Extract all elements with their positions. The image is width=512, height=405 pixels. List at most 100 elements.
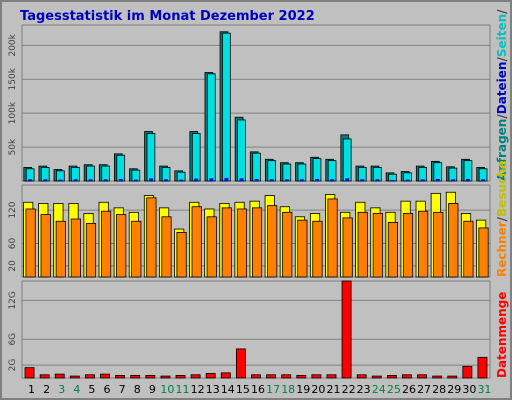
middle-panel: 20 60 120 bbox=[8, 184, 491, 278]
dateien-bar bbox=[116, 154, 126, 182]
middle-ytick-label: 120 bbox=[8, 201, 18, 218]
legend-entry: / bbox=[495, 114, 509, 119]
x-tick-day-label: 9 bbox=[149, 383, 156, 396]
dateien-bar bbox=[418, 167, 427, 182]
x-tick-day-label: 2 bbox=[43, 383, 50, 396]
legend-entry: Rechner bbox=[495, 221, 509, 277]
datenmenge-bar bbox=[311, 374, 322, 379]
bottom-panel: 2G 6G 12G bbox=[8, 280, 491, 379]
datenmenge-bar bbox=[235, 348, 246, 379]
datenmenge-bar bbox=[130, 375, 141, 379]
datenmenge-bar bbox=[447, 375, 458, 379]
datenmenge-bar bbox=[371, 375, 382, 379]
seiten-bar bbox=[179, 179, 184, 181]
datenmenge-bar bbox=[386, 375, 397, 379]
chart-panels: 50k 100k 150k 200k 20 60 120 2G 6G 12G bbox=[8, 24, 491, 379]
rechner-bar bbox=[448, 202, 459, 278]
rechner-bar bbox=[176, 231, 187, 278]
rechner-bar bbox=[206, 216, 217, 278]
x-tick-day-label: 31 bbox=[477, 383, 491, 396]
legend-entry: / bbox=[495, 216, 509, 221]
seiten-bar bbox=[224, 177, 229, 181]
dateien-bar bbox=[448, 167, 458, 182]
legend-entry: Besuche bbox=[495, 160, 509, 217]
rechner-bar bbox=[40, 214, 51, 278]
seiten-bar bbox=[88, 179, 93, 181]
datenmenge-bar bbox=[417, 374, 427, 379]
seiten-bar bbox=[239, 178, 244, 181]
seiten-bar bbox=[254, 178, 259, 181]
datenmenge-bar bbox=[281, 374, 292, 379]
datenmenge-bar bbox=[160, 375, 171, 379]
x-tick-day-label: 22 bbox=[342, 383, 356, 396]
datenmenge-bar bbox=[39, 374, 50, 379]
dateien-bar bbox=[237, 119, 246, 182]
rechner-bar bbox=[146, 197, 157, 278]
x-tick-day-label: 29 bbox=[447, 383, 461, 396]
seiten-bar bbox=[118, 178, 123, 181]
datenmenge-bar bbox=[432, 375, 443, 379]
seiten-bar bbox=[28, 179, 33, 181]
rechner-bar bbox=[101, 210, 112, 278]
rechner-bar bbox=[433, 211, 444, 278]
seiten-bar bbox=[73, 179, 78, 181]
x-tick-day-label: 15 bbox=[236, 383, 250, 396]
chart-title: Tagesstatistik im Monat Dezember 2022 bbox=[20, 9, 315, 24]
datenmenge-bar bbox=[205, 373, 216, 379]
x-tick-day-label: 16 bbox=[251, 383, 265, 396]
seiten-bar bbox=[269, 179, 274, 181]
rechner-bar bbox=[342, 217, 353, 278]
rechner-bar bbox=[402, 213, 414, 278]
bottom-ytick-label: 6G bbox=[8, 333, 18, 346]
rechner-bar bbox=[267, 205, 278, 278]
datenmenge-bar bbox=[341, 280, 352, 379]
rechner-bar bbox=[85, 223, 97, 278]
rechner-bar bbox=[282, 211, 293, 278]
rechner-bar bbox=[116, 214, 127, 278]
x-tick-day-label: 19 bbox=[296, 383, 310, 396]
legend-entry: / bbox=[495, 57, 509, 62]
rechner-bar bbox=[463, 220, 474, 278]
x-tick-day-label: 5 bbox=[88, 383, 95, 396]
rechner-bar bbox=[357, 211, 368, 278]
dateien-bar bbox=[373, 167, 382, 182]
bottom-ytick-label: 2G bbox=[8, 359, 18, 372]
dateien-bar bbox=[342, 138, 352, 182]
rechner-bar bbox=[327, 198, 338, 278]
dateien-bar bbox=[478, 168, 488, 182]
seiten-bar bbox=[465, 178, 470, 181]
legend-entry: Anfragen bbox=[495, 119, 509, 181]
seiten-bar bbox=[345, 178, 350, 181]
seiten-bar bbox=[360, 179, 365, 181]
rechner-bar bbox=[131, 220, 142, 278]
middle-ytick-label: 60 bbox=[8, 238, 18, 250]
rechner-bar bbox=[387, 221, 399, 278]
middle-ytick-label: 20 bbox=[8, 260, 18, 272]
seiten-bar bbox=[315, 178, 319, 181]
x-tick-day-label: 12 bbox=[191, 383, 205, 396]
seiten-bar bbox=[133, 179, 138, 181]
dateien-bar bbox=[161, 167, 171, 182]
dateien-bar bbox=[327, 160, 337, 182]
datenmenge-bar bbox=[100, 373, 110, 379]
dateien-bar bbox=[433, 162, 443, 182]
datenmenge-bar bbox=[462, 365, 473, 379]
top-ytick-label: 100k bbox=[8, 101, 18, 124]
dateien-bar bbox=[25, 168, 35, 182]
legend-entry: / bbox=[495, 9, 509, 14]
rechner-bar bbox=[25, 208, 36, 278]
seiten-bar bbox=[375, 179, 380, 181]
seiten-bar bbox=[405, 179, 410, 181]
dateien-bar bbox=[86, 165, 95, 182]
seiten-bar bbox=[390, 179, 395, 181]
seiten-bar bbox=[450, 179, 455, 181]
x-tick-day-label: 10 bbox=[160, 383, 174, 396]
seiten-bar bbox=[330, 179, 335, 181]
dateien-bar bbox=[131, 169, 141, 182]
rechner-bar bbox=[372, 213, 383, 278]
seiten-bar bbox=[43, 179, 48, 181]
dateien-bar bbox=[252, 152, 261, 182]
rechner-bar bbox=[236, 208, 248, 278]
